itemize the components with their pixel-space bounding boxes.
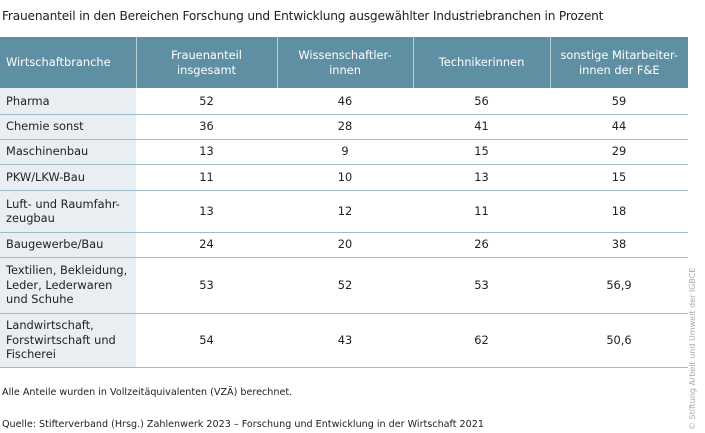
- table-cell: 59: [550, 88, 688, 115]
- row-label: Landwirtschaft, Forstwirtschaft und Fisc…: [0, 313, 136, 368]
- table-cell: 53: [413, 257, 550, 314]
- table-cell: 29: [550, 139, 688, 165]
- table-cell: 15: [413, 139, 550, 165]
- column-header: sonstige Mitarbeiter-innen der F&E: [549, 37, 688, 88]
- table-cell: 54: [136, 313, 277, 368]
- table-cell: 56,9: [550, 257, 688, 314]
- column-header: Wissenschaftler-innen: [276, 37, 413, 88]
- table-cell: 36: [136, 114, 277, 140]
- table-cell: 46: [277, 88, 413, 115]
- table-cell: 28: [277, 114, 413, 140]
- table-cell: 18: [550, 190, 688, 233]
- table-cell: 52: [136, 88, 277, 115]
- row-label: Chemie sonst: [0, 114, 136, 140]
- header-row: Wirtschaftbranche Frauenanteil insgesamt W…: [0, 37, 688, 88]
- column-header: Wirtschaftbranche: [0, 37, 136, 88]
- table-cell: 13: [136, 139, 277, 165]
- table-cell: 13: [413, 164, 550, 191]
- table-cell: 62: [413, 313, 550, 368]
- table-cell: 13: [136, 190, 277, 233]
- row-label: Textilien, Bekleidung, Leder, Lederwaren…: [0, 257, 136, 314]
- column-header: Technikerinnen: [412, 37, 550, 88]
- table-row: Chemie sonst 36 28 41 44: [0, 114, 688, 140]
- table-cell: 10: [277, 164, 413, 191]
- table-row: Pharma 52 46 56 59: [0, 88, 688, 115]
- column-header: Frauenanteil insgesamt: [135, 37, 277, 88]
- table-row: Maschinenbau 13 9 15 29: [0, 139, 688, 165]
- table-row: PKW/LKW-Bau 11 10 13 15: [0, 164, 688, 191]
- table-cell: 44: [550, 114, 688, 140]
- table-cell: 41: [413, 114, 550, 140]
- table-cell: 24: [136, 232, 277, 258]
- table-cell: 52: [277, 257, 413, 314]
- table-cell: 53: [136, 257, 277, 314]
- footnote: Alle Anteile wurden in Vollzeitäquivalen…: [2, 387, 293, 398]
- table-cell: 11: [136, 164, 277, 191]
- source-note: Quelle: Stifterverband (Hrsg.) Zahlenwer…: [2, 419, 484, 430]
- table-cell: 50,6: [550, 313, 688, 368]
- table-cell: 11: [413, 190, 550, 233]
- table-cell: 38: [550, 232, 688, 258]
- table-row: Baugewerbe/Bau 24 20 26 38: [0, 232, 688, 258]
- table-row: Luft- und Raumfahr-zeugbau 13 12 11 18: [0, 190, 688, 233]
- row-label: Baugewerbe/Bau: [0, 232, 136, 258]
- table-cell: 12: [277, 190, 413, 233]
- data-table: Wirtschaftbranche Frauenanteil insgesamt W…: [0, 37, 688, 368]
- row-label: Pharma: [0, 88, 136, 115]
- row-label: Maschinenbau: [0, 139, 136, 165]
- table-cell: 56: [413, 88, 550, 115]
- copyright: © Stiftung Arbeit und Umwelt der IGBCE: [688, 267, 697, 430]
- row-label: PKW/LKW-Bau: [0, 164, 136, 191]
- table-title: Frauenanteil in den Bereichen Forschung …: [2, 9, 604, 23]
- table-cell: 26: [413, 232, 550, 258]
- table-row: Landwirtschaft, Forstwirtschaft und Fisc…: [0, 313, 688, 368]
- table-cell: 9: [277, 139, 413, 165]
- table-cell: 20: [277, 232, 413, 258]
- table-cell: 43: [277, 313, 413, 368]
- row-label: Luft- und Raumfahr-zeugbau: [0, 190, 136, 233]
- table-row: Textilien, Bekleidung, Leder, Lederwaren…: [0, 257, 688, 314]
- table-cell: 15: [550, 164, 688, 191]
